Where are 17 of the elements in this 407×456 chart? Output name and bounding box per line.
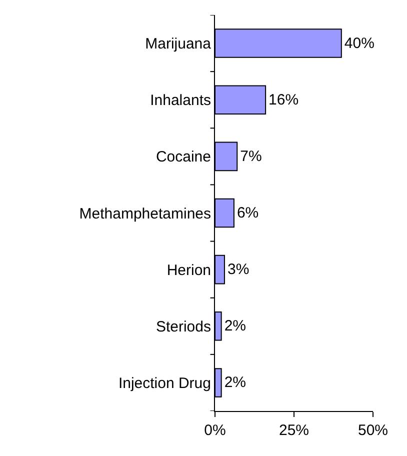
data-label: 6% [236,204,259,222]
y-tick-label: Injection Drug [118,374,211,392]
y-tick-label: Methamphetamines [79,205,211,222]
data-label: 7% [240,148,262,165]
y-tick-label: Herion [166,262,211,279]
y-tick-label: Steriods [156,318,211,336]
x-tick-label: 0% [204,422,226,439]
y-tick-label: Marijuana [145,36,212,53]
data-label: 2% [224,318,246,335]
y-tick-label: Inhalants [150,92,211,110]
x-tick-label: 50% [358,422,388,439]
y-tick-label: Cocaine [156,148,211,166]
data-label: 3% [227,261,250,278]
data-label: 16% [268,91,299,108]
data-label: 2% [224,374,246,392]
x-tick-label: 25% [278,422,310,439]
data-label: 40% [344,34,374,52]
